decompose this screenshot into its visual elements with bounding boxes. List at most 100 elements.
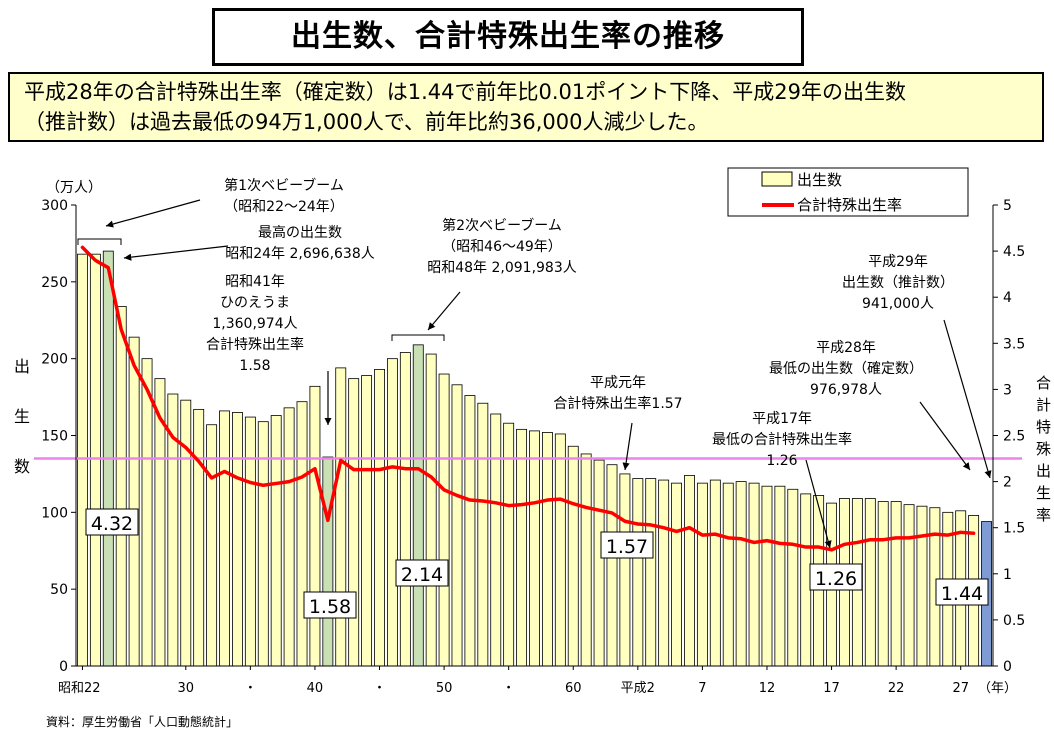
right-tick-label: 1.5: [1003, 521, 1025, 537]
bar: [761, 485, 773, 667]
right-tick-label: 2.5: [1003, 429, 1025, 445]
right-axis-label-char: 特: [1036, 418, 1051, 436]
summary-line-2: （推計数）は過去最低の94万1,000人で、前年比約36,000人減少した。: [24, 110, 709, 134]
left-axis-label-char: 出: [14, 357, 30, 376]
value-label: 1.57: [606, 536, 648, 558]
annotation-text: 昭和24年 2,696,638人: [225, 246, 375, 262]
annotation-text: 平成28年: [816, 340, 876, 356]
right-tick-label: 4: [1003, 290, 1012, 306]
x-tick-label: 40: [307, 681, 324, 696]
x-tick-label: 12: [759, 681, 776, 696]
arrow-heisei-29: [943, 319, 992, 479]
x-tick-label: 22: [888, 681, 905, 696]
x-tick-label: ・: [373, 681, 386, 696]
value-label: 1.26: [815, 568, 857, 590]
summary-box: 平成28年の合計特殊出生率（確定数）は1.44で前年比0.01ポイント下降、平成…: [8, 72, 1044, 142]
legend-label-rate: 合計特殊出生率: [797, 196, 902, 214]
left-axis-label-char: 数: [14, 457, 30, 476]
bar: [244, 416, 256, 667]
annotation-text: 976,978人: [810, 382, 882, 398]
arrow-heisei-17: [805, 459, 832, 549]
x-tick-label: 60: [565, 681, 582, 696]
bar: [89, 253, 101, 667]
bar: [787, 488, 799, 667]
bracket-boom-2: [391, 334, 445, 341]
bar: [606, 464, 618, 667]
bar: [386, 358, 398, 667]
annotation-text: 最低の合計特殊出生率: [712, 431, 852, 448]
annotation-text: 1,360,974人: [212, 316, 297, 332]
annotation-text: 1.26: [766, 453, 797, 469]
x-tick-label: ・: [502, 681, 515, 696]
annotation-text: （昭和22～24年）: [224, 199, 344, 215]
bar: [748, 482, 760, 667]
bar: [774, 485, 786, 667]
bar: [451, 384, 463, 667]
value-label: 1.44: [941, 583, 983, 605]
annotation-text: 第2次ベビーブーム: [442, 217, 562, 234]
x-tick-label: 7: [698, 681, 706, 696]
arrow-peak-births: [123, 245, 229, 261]
bracket-boom-1: [77, 238, 122, 245]
annotation-text: 出生数（推計数）: [842, 275, 954, 291]
bar: [335, 367, 347, 667]
bar: [722, 482, 734, 667]
bar: [735, 481, 747, 667]
value-label-box: [395, 559, 449, 587]
bar: [141, 358, 153, 667]
x-tick-label: 27: [952, 681, 969, 696]
summary-line-1: 平成28年の合計特殊出生率（確定数）は1.44で前年比0.01ポイント下降、平成…: [24, 80, 906, 104]
bar: [554, 433, 566, 667]
right-tick-label: 2: [1003, 475, 1012, 491]
bar: [322, 456, 334, 667]
bar: [77, 253, 88, 667]
right-tick-label: 3: [1003, 382, 1012, 398]
bar-series: [77, 250, 992, 667]
annotation-text: 最高の出生数: [258, 224, 342, 241]
bar: [180, 399, 192, 667]
x-tick-label: 平成2: [621, 681, 655, 696]
bar: [645, 478, 657, 667]
bar: [567, 445, 579, 667]
arrow-heisei-gannen: [622, 422, 633, 471]
bar: [425, 353, 437, 667]
rate-line-group: [80, 245, 976, 552]
x-axis-unit: （年）: [978, 681, 1017, 696]
arrow-boom-2: [427, 291, 461, 331]
bar: [696, 482, 708, 667]
annotation-text: 1.58: [239, 358, 270, 374]
bar: [128, 336, 140, 667]
right-axis-label-char: 出: [1036, 462, 1051, 480]
value-label: 1.58: [309, 596, 351, 618]
rate-line: [80, 245, 976, 552]
bar: [115, 306, 127, 667]
bar: [296, 401, 308, 667]
annotation-text: 合計特殊出生率: [206, 336, 304, 353]
bar: [206, 424, 218, 667]
bar: [864, 498, 876, 667]
left-tick-label: 50: [50, 582, 68, 598]
bar: [800, 493, 812, 667]
value-label-box: [85, 508, 139, 536]
left-tick-label: 300: [41, 198, 68, 214]
x-tick-label: ・: [244, 681, 257, 696]
arrow-boom-1: [105, 199, 201, 228]
bar: [412, 344, 424, 667]
bar: [283, 407, 295, 667]
x-tick-label: 50: [436, 681, 453, 696]
bar: [464, 395, 476, 667]
annotation-text: 合計特殊出生率1.57: [553, 395, 682, 412]
legend-swatch-births: [761, 171, 793, 187]
value-label-box: [303, 591, 357, 619]
annotation-text: 941,000人: [862, 296, 934, 312]
bar: [916, 505, 928, 667]
bar: [658, 479, 670, 667]
bar: [219, 410, 230, 667]
annotation-text: 昭和48年 2,091,983人: [427, 260, 577, 276]
bar: [671, 482, 683, 667]
left-tick-label: 100: [41, 505, 68, 521]
bar: [709, 479, 721, 667]
